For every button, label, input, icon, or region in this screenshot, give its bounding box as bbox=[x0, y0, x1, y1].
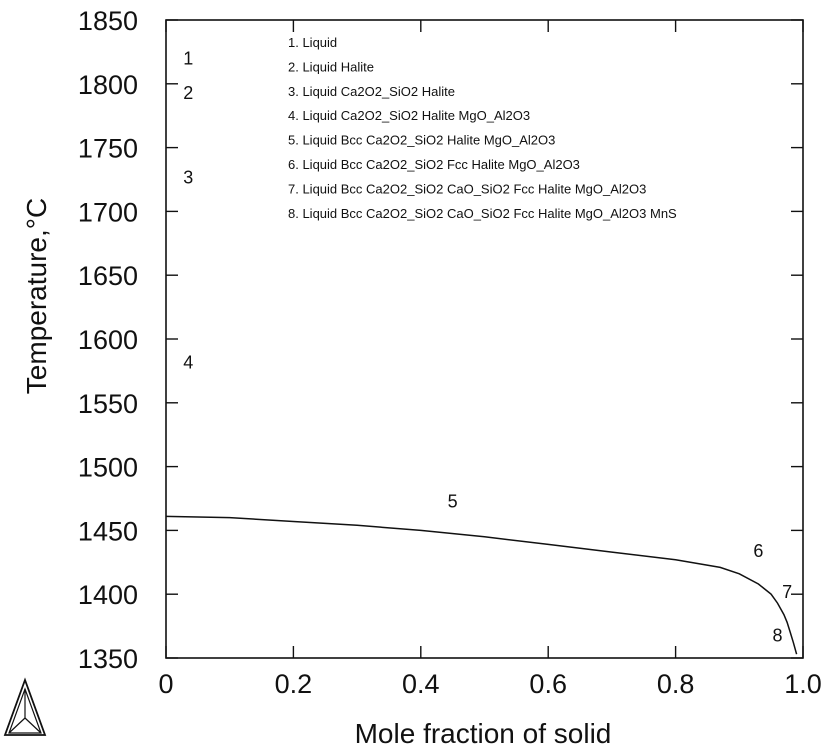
y-tick-label: 1850 bbox=[78, 6, 138, 36]
x-tick-label: 0.8 bbox=[657, 669, 695, 699]
region-label: 2 bbox=[183, 83, 193, 103]
x-tick-label: 0 bbox=[158, 669, 173, 699]
legend-entry: 5. Liquid Bcc Ca2O2_SiO2 Halite MgO_Al2O… bbox=[288, 133, 555, 148]
region-label: 3 bbox=[183, 167, 193, 187]
legend-entry: 1. Liquid bbox=[288, 35, 337, 50]
series-line bbox=[165, 515, 798, 655]
y-tick-label: 1700 bbox=[78, 197, 138, 227]
y-tick-label: 1400 bbox=[78, 580, 138, 610]
region-label: 5 bbox=[448, 491, 458, 511]
x-axis-title: Mole fraction of solid bbox=[355, 718, 612, 749]
x-axis: 0 0.2 0.4 0.6 0.8 1.0 bbox=[158, 20, 822, 699]
triangle-logo-icon bbox=[3, 677, 47, 736]
y-axis: 1350 1400 1450 1500 1550 1600 1650 1700 1750 1800… bbox=[78, 6, 803, 674]
x-tick-label: 0.4 bbox=[402, 669, 440, 699]
region-label: 6 bbox=[753, 541, 763, 561]
y-tick-label: 1500 bbox=[78, 453, 138, 483]
y-axis-title-group: Temperature,°C bbox=[21, 198, 52, 394]
y-tick-label: 1650 bbox=[78, 261, 138, 291]
x-tick-label: 0.6 bbox=[529, 669, 567, 699]
x-tick-label: 1.0 bbox=[784, 669, 822, 699]
region-label: 8 bbox=[773, 625, 783, 645]
legend-entry: 8. Liquid Bcc Ca2O2_SiO2 CaO_SiO2 Fcc Ha… bbox=[288, 206, 677, 221]
x-tick-label: 0.2 bbox=[275, 669, 313, 699]
region-label: 4 bbox=[183, 352, 193, 372]
y-axis-unit: °C bbox=[21, 198, 52, 229]
region-label: 1 bbox=[183, 49, 193, 69]
region-labels: 1 2 3 4 5 6 7 8 bbox=[183, 49, 792, 646]
svg-text:Temperature,°C: Temperature,°C bbox=[21, 198, 52, 394]
y-tick-label: 1450 bbox=[78, 516, 138, 546]
legend-entry: 7. Liquid Bcc Ca2O2_SiO2 CaO_SiO2 Fcc Ha… bbox=[288, 181, 646, 196]
series-layer bbox=[165, 515, 798, 655]
y-tick-label: 1350 bbox=[78, 644, 138, 674]
legend-entry: 4. Liquid Ca2O2_SiO2 Halite MgO_Al2O3 bbox=[288, 108, 530, 123]
legend: 1. Liquid 2. Liquid Halite 3. Liquid Ca2O2… bbox=[288, 35, 677, 221]
y-tick-label: 1800 bbox=[78, 70, 138, 100]
legend-entry: 6. Liquid Bcc Ca2O2_SiO2 Fcc Halite MgO_… bbox=[288, 157, 580, 172]
y-tick-label: 1600 bbox=[78, 325, 138, 355]
y-tick-label: 1550 bbox=[78, 389, 138, 419]
legend-entry: 3. Liquid Ca2O2_SiO2 Halite bbox=[288, 84, 455, 99]
legend-entry: 2. Liquid Halite bbox=[288, 59, 374, 74]
y-tick-label: 1750 bbox=[78, 134, 138, 164]
y-axis-title: Temperature, bbox=[21, 229, 52, 394]
region-label: 7 bbox=[782, 582, 792, 602]
